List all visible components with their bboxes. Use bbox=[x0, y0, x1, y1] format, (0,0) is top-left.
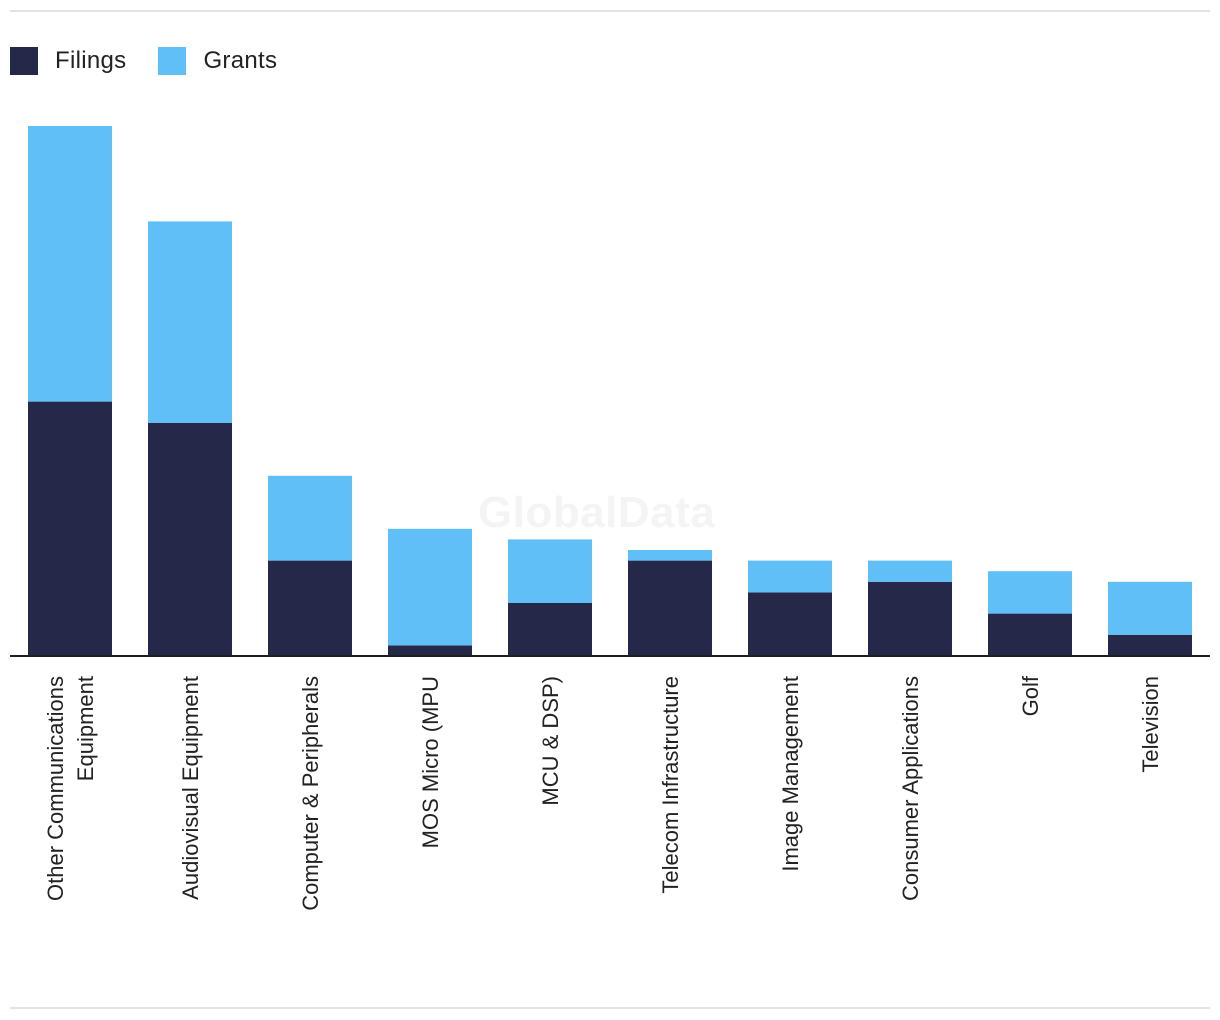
bar-filings-6[interactable] bbox=[748, 592, 832, 656]
bar-grants-2[interactable] bbox=[268, 475, 352, 561]
category-label-7: Consumer Applications bbox=[898, 676, 923, 901]
category-label-1: Audiovisual Equipment bbox=[178, 676, 203, 900]
bar-grants-7[interactable] bbox=[868, 560, 952, 582]
bar-filings-4[interactable] bbox=[508, 603, 592, 656]
bar-grants-6[interactable] bbox=[748, 560, 832, 593]
category-label-8: Golf bbox=[1018, 675, 1043, 716]
bar-filings-9[interactable] bbox=[1108, 634, 1192, 656]
bar-grants-5[interactable] bbox=[628, 550, 712, 561]
legend-swatch-grants bbox=[158, 47, 187, 75]
bar-filings-8[interactable] bbox=[988, 613, 1072, 656]
category-label-0-line-0: Other Communications bbox=[43, 676, 68, 901]
bar-filings-3[interactable] bbox=[388, 645, 472, 656]
legend: Filings Grants bbox=[10, 46, 309, 76]
category-label-5: Telecom Infrastructure bbox=[658, 676, 683, 894]
bar-grants-4[interactable] bbox=[508, 539, 592, 603]
bar-filings-1[interactable] bbox=[148, 422, 232, 656]
category-label-0-line-1: Equipment bbox=[73, 676, 98, 781]
bar-grants-1[interactable] bbox=[148, 221, 232, 423]
bar-filings-2[interactable] bbox=[268, 560, 352, 656]
bar-grants-9[interactable] bbox=[1108, 581, 1192, 635]
top-rule bbox=[10, 10, 1210, 12]
legend-label-grants: Grants bbox=[203, 47, 278, 74]
category-label-9: Television bbox=[1138, 676, 1163, 773]
legend-swatch-filings bbox=[10, 47, 38, 75]
category-label-6: Image Management bbox=[778, 676, 803, 872]
category-label-3: MOS Micro (MPU bbox=[418, 676, 443, 848]
watermark-text: GlobalData bbox=[478, 488, 716, 537]
legend-item-grants[interactable]: Grants bbox=[158, 47, 277, 75]
bottom-rule bbox=[10, 1007, 1210, 1009]
category-label-4: MCU & DSP) bbox=[538, 676, 563, 806]
legend-item-filings[interactable]: Filings bbox=[10, 47, 126, 75]
bar-grants-3[interactable] bbox=[388, 528, 472, 646]
category-label-2: Computer & Peripherals bbox=[298, 676, 323, 911]
legend-label-filings: Filings bbox=[55, 47, 127, 74]
bar-grants-8[interactable] bbox=[988, 571, 1072, 614]
bar-grants-0[interactable] bbox=[28, 126, 112, 402]
bar-filings-7[interactable] bbox=[868, 581, 952, 656]
bar-filings-0[interactable] bbox=[28, 401, 112, 656]
bar-filings-5[interactable] bbox=[628, 560, 712, 656]
